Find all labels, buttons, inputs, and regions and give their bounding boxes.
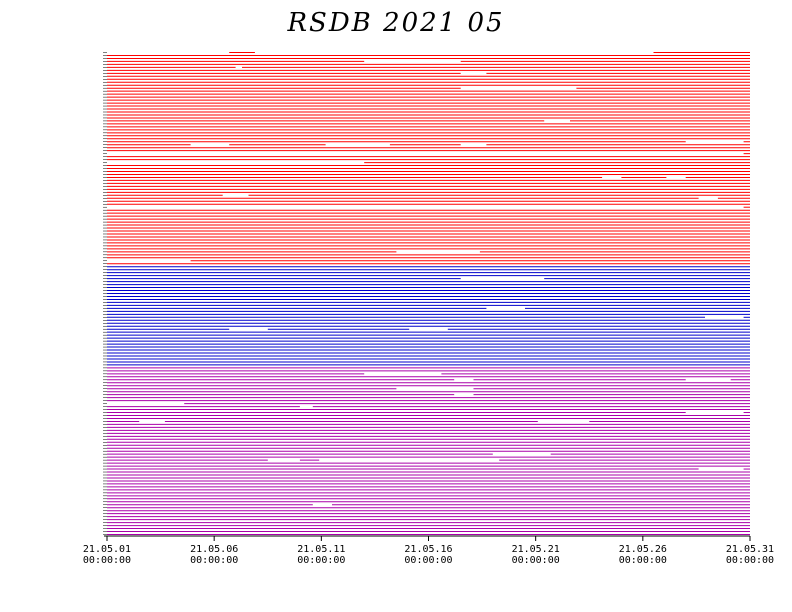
x-tick-date-label: 21.05.31: [726, 544, 774, 555]
x-tick-date-label: 21.05.16: [404, 544, 452, 555]
x-tick-time-label: 00:00:00: [83, 555, 131, 566]
x-axis: 21.05.0100:00:0021.05.0600:00:0021.05.11…: [83, 535, 774, 566]
x-tick-date-label: 21.05.01: [83, 544, 131, 555]
x-tick-time-label: 00:00:00: [190, 555, 238, 566]
x-tick-time-label: 00:00:00: [404, 555, 452, 566]
x-tick-date-label: 21.05.26: [619, 544, 667, 555]
x-tick-time-label: 00:00:00: [619, 555, 667, 566]
x-tick-time-label: 00:00:00: [297, 555, 345, 566]
data-availability-lines: [107, 51, 750, 536]
x-tick-date-label: 21.05.11: [297, 544, 345, 555]
x-tick-time-label: 00:00:00: [512, 555, 560, 566]
x-tick-time-label: 00:00:00: [726, 555, 774, 566]
x-tick-date-label: 21.05.21: [512, 544, 560, 555]
x-tick-date-label: 21.05.06: [190, 544, 238, 555]
chart-title: RSDB 2021 05: [287, 8, 505, 38]
station-labels: [103, 52, 107, 535]
